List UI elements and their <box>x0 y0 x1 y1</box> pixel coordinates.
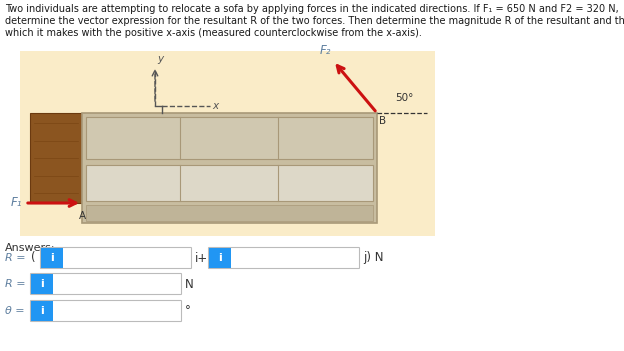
Text: i: i <box>40 279 44 289</box>
Bar <box>86 117 373 159</box>
Text: j) N: j) N <box>363 252 384 265</box>
Text: y: y <box>157 54 163 64</box>
Bar <box>31 301 53 321</box>
Text: x: x <box>212 101 218 111</box>
Bar <box>86 205 373 221</box>
Text: B: B <box>379 116 386 126</box>
Text: F₂: F₂ <box>319 44 331 57</box>
FancyBboxPatch shape <box>31 273 182 294</box>
Text: θ =: θ = <box>5 306 24 316</box>
Bar <box>30 113 82 203</box>
Bar <box>209 248 231 268</box>
Text: i: i <box>218 253 222 263</box>
Text: (: ( <box>31 252 36 265</box>
Text: Two individuals are attempting to relocate a sofa by applying forces in the indi: Two individuals are attempting to reloca… <box>5 4 619 14</box>
Bar <box>20 51 435 236</box>
Text: determine the vector expression for the resultant R of the two forces. Then dete: determine the vector expression for the … <box>5 16 624 26</box>
Text: Answers:: Answers: <box>5 243 56 253</box>
Bar <box>31 274 53 294</box>
Text: A: A <box>79 211 85 221</box>
Bar <box>86 165 373 201</box>
Text: i+: i+ <box>195 252 208 265</box>
Bar <box>41 248 63 268</box>
Text: which it makes with the positive x-axis (measured counterclockwise from the x-ax: which it makes with the positive x-axis … <box>5 28 422 38</box>
FancyBboxPatch shape <box>41 247 192 269</box>
Text: R =: R = <box>5 279 26 289</box>
Text: R =: R = <box>5 253 26 263</box>
Text: i: i <box>50 253 54 263</box>
FancyBboxPatch shape <box>208 247 359 269</box>
FancyBboxPatch shape <box>31 300 182 322</box>
Text: i: i <box>40 306 44 316</box>
Text: N: N <box>185 278 193 291</box>
Text: 50°: 50° <box>395 93 413 103</box>
Text: °: ° <box>185 305 191 318</box>
Bar <box>82 113 377 223</box>
Text: F₁: F₁ <box>11 197 22 210</box>
